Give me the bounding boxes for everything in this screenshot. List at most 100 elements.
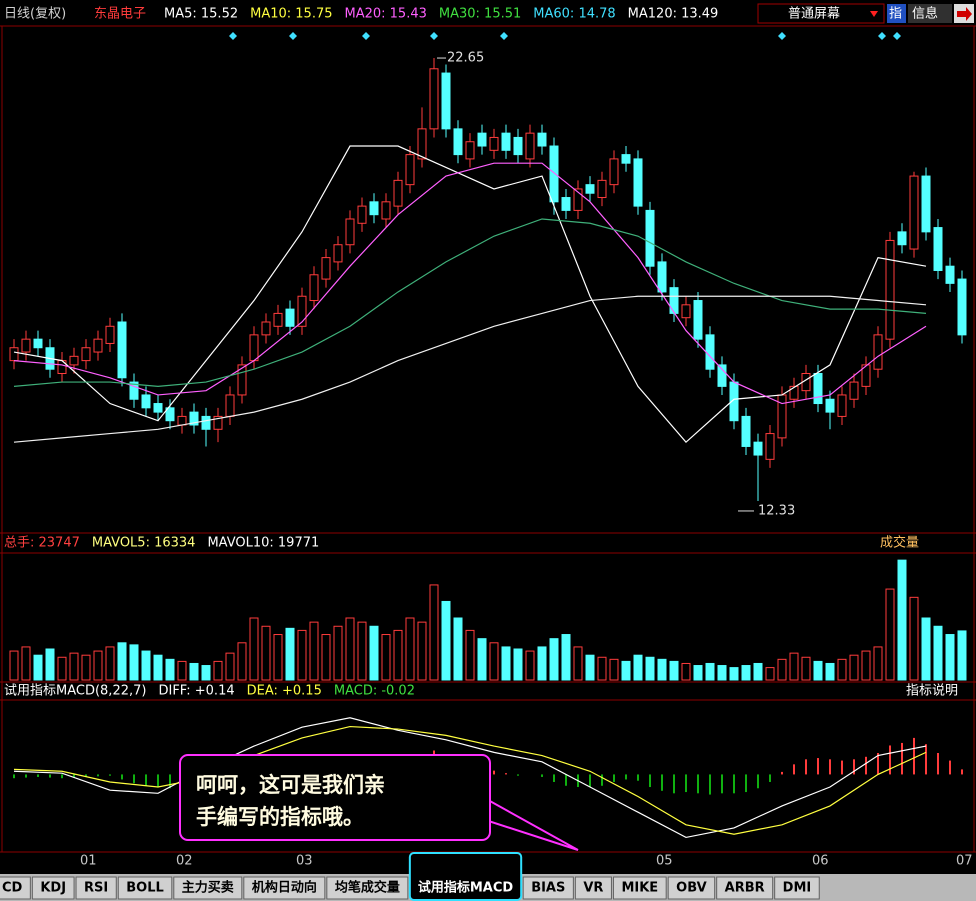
tab[interactable]: DMI (774, 876, 820, 900)
tab[interactable]: VR (574, 876, 612, 900)
candle-body (117, 321, 127, 379)
volume-bar (885, 588, 895, 681)
volume-bar (849, 654, 859, 681)
candle-body (633, 158, 643, 207)
legend-item: MA10: 15.75 (250, 7, 332, 22)
candle-body (789, 385, 799, 400)
candle-body (93, 338, 103, 353)
candle-body (489, 136, 499, 151)
volume-bar (597, 656, 607, 681)
volume-bar (753, 662, 763, 681)
volume-bar (861, 650, 871, 681)
candle-body (261, 321, 271, 336)
candle-body (177, 415, 187, 426)
volume-bar (417, 621, 427, 681)
tab[interactable]: BOLL (117, 876, 173, 900)
volume-bar (933, 625, 943, 681)
volume-bar (873, 646, 883, 681)
stock-name[interactable]: 东晶电子 (94, 7, 146, 22)
legend-item: MA120: 13.49 (628, 7, 719, 22)
x-tick-label: 05 (656, 854, 673, 869)
volume-bar (237, 642, 247, 681)
volume-bar (285, 627, 295, 681)
tab[interactable]: 主力买卖 (173, 876, 243, 900)
volume-bar (897, 559, 907, 681)
volume-bar (585, 654, 595, 681)
tab[interactable]: CD (0, 876, 31, 900)
volume-bar (345, 617, 355, 681)
candle-body (825, 398, 835, 413)
panel-button[interactable]: 成交量 (880, 535, 919, 551)
candle-body (333, 244, 343, 263)
candle-body (141, 394, 151, 409)
candle-body (681, 304, 691, 319)
tab[interactable]: BIAS (522, 876, 574, 900)
volume-bar (909, 596, 919, 681)
volume-bar (525, 650, 535, 681)
button[interactable] (908, 4, 952, 23)
tab-shape (574, 876, 612, 900)
tab-shape (0, 876, 31, 900)
tab-label: BIAS (531, 881, 565, 896)
x-tick-label: 03 (296, 854, 313, 869)
tab[interactable]: KDJ (31, 876, 75, 900)
tab[interactable]: MIKE (612, 876, 667, 900)
volume-bar (297, 629, 307, 681)
volume-bar (273, 634, 283, 681)
tab[interactable]: 均笔成交量 (326, 876, 409, 900)
tab[interactable]: OBV (667, 876, 716, 900)
screen-select[interactable] (757, 3, 885, 24)
tab-label: RSI (84, 881, 108, 896)
volume-bar (957, 630, 967, 681)
volume-bar (177, 660, 187, 681)
tab-shape (173, 876, 243, 900)
candle-body (213, 415, 223, 430)
volume-bar (705, 662, 715, 681)
volume-bar (117, 642, 127, 681)
volume-bar (393, 629, 403, 681)
volume-bar (693, 665, 703, 681)
tab[interactable]: 机构日动向 (243, 876, 326, 900)
volume-bar (165, 658, 175, 681)
volume-bar (489, 642, 499, 681)
volume-bar (573, 646, 583, 681)
legend-item: 总手: 23747 (4, 536, 80, 551)
candle-body (369, 201, 379, 216)
tab-shape (522, 876, 574, 900)
candle-body (525, 132, 535, 160)
candle-body (153, 403, 163, 413)
candle-body (765, 433, 775, 460)
volume-bar (633, 654, 643, 681)
tab[interactable]: ARBR (716, 876, 774, 900)
tab-label: CD (2, 881, 23, 896)
volume-bar (825, 662, 835, 681)
candle-body (549, 145, 559, 203)
volume-bar (141, 650, 151, 681)
tab-shape (667, 876, 716, 900)
candle-body (297, 295, 307, 327)
screen-label: 普通屏幕 (788, 7, 840, 22)
tab-shape (408, 852, 523, 901)
candle-body (393, 179, 403, 207)
volume-bar (129, 644, 139, 681)
tab[interactable]: 试用指标MACD (408, 852, 523, 901)
volume-bar (465, 629, 475, 681)
panel-button[interactable]: 指标说明 (906, 684, 958, 699)
volume-bar (717, 665, 727, 681)
volume-bar (9, 650, 19, 681)
tab-shape (75, 876, 117, 900)
tab[interactable]: RSI (75, 876, 117, 900)
volume-bar (189, 662, 199, 681)
volume-bar (153, 654, 163, 681)
candle-body (537, 132, 547, 147)
button[interactable] (887, 4, 906, 23)
low-label: 12.33 (758, 503, 795, 518)
candle-body (321, 257, 331, 280)
line (13, 717, 927, 839)
tab-label: 机构日动向 (252, 880, 317, 896)
candle-body (21, 338, 31, 353)
exit-icon (957, 7, 972, 21)
candle-body (849, 381, 859, 400)
volume-bar (741, 665, 751, 681)
candle-body (885, 239, 895, 340)
